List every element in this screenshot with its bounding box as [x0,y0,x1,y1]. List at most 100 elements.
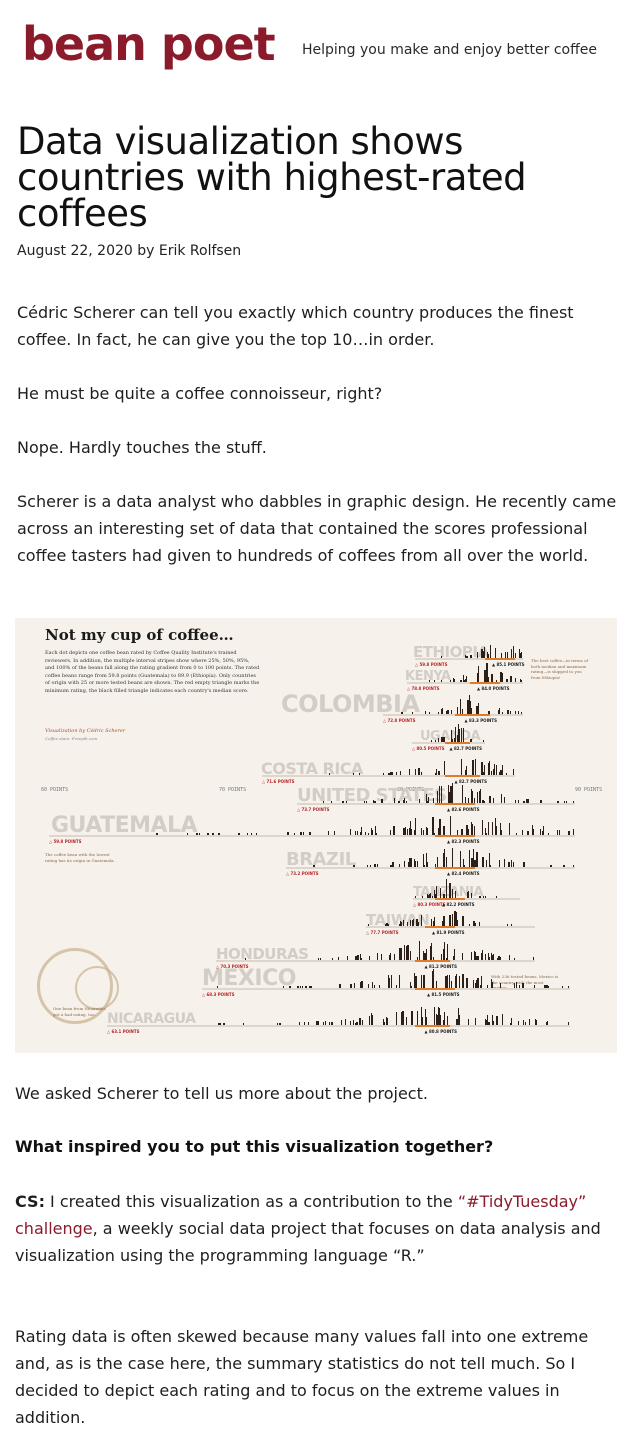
paragraph-last: Rating data is often skewed because many… [15,1327,589,1427]
rating-dot [547,985,550,988]
rating-dot [319,957,322,960]
rating-dot [497,957,499,960]
rating-dot [436,886,438,898]
rating-dot [495,895,497,898]
rating-dot [330,800,333,803]
rating-dot [318,957,320,960]
rating-dot [462,728,465,742]
site-logo[interactable]: bean poet [22,17,276,71]
answer-text-pre: I created this visualization as a contri… [44,1192,458,1211]
rating-dot [435,739,437,742]
rating-dot [350,1021,352,1025]
country-name-brazil: BRAZIL [286,849,356,870]
rating-dot [563,800,566,803]
scale-label-60: 60 POINTS [41,787,69,793]
rating-dot [502,673,504,682]
rating-dot [487,710,489,714]
rating-dot [381,953,383,960]
rating-dot [557,830,559,835]
rating-dot [441,736,443,742]
rating-dot [409,858,411,867]
rating-dot [415,976,417,988]
rating-dot [471,858,473,867]
rating-dots-guatemala [49,811,575,835]
country-name-uganda: UGANDA [420,729,481,744]
rating-dot [454,737,456,742]
rating-dot [373,799,375,803]
rating-dot [446,1015,448,1025]
rating-dot [300,832,302,835]
rating-dot [485,1018,487,1025]
figure-description: Each dot depicts one coffee bean rated b… [45,650,260,694]
answer-speaker: CS: [15,1192,45,1211]
rating-dot [443,952,445,960]
rating-dot [522,982,524,988]
rating-interval-united-states [435,803,475,805]
rating-interval-honduras [415,960,450,962]
rating-dot [432,968,435,988]
rating-dot [491,821,493,835]
rating-dot [489,795,491,803]
rating-dot [385,1016,387,1025]
rating-dot [486,663,488,682]
tidytuesday-link[interactable]: “#TidyTuesday” challenge [15,1192,587,1238]
rating-dot [458,1008,460,1025]
rating-dot [223,1022,225,1025]
rating-dot [385,923,387,926]
rating-dot [432,798,434,803]
rating-dot [434,832,436,835]
rating-dot [453,678,455,682]
rating-dot [466,675,468,682]
rating-dot [243,1022,245,1025]
median-rating-label-nicaragua: ▲ 80.8 POINTS [424,1029,458,1034]
rating-dot [562,864,564,867]
rating-dot [444,761,446,775]
rating-dot [429,711,431,714]
rating-dot [482,856,484,867]
rating-dot [462,915,464,926]
rating-dot [477,977,479,988]
rating-dot [521,711,523,714]
rating-dot [501,652,503,658]
rating-dot [389,771,391,775]
rating-dot [488,822,490,835]
rating-dot [442,852,444,867]
rating-dot [430,946,432,960]
rating-dot [371,1015,374,1025]
rating-interval-guatemala [435,835,475,837]
rating-dot [461,679,463,682]
rating-dot [510,676,512,682]
rating-dot [418,799,420,803]
rating-dot [441,921,443,926]
rating-dot [488,1022,490,1025]
rating-track-kenya [407,682,523,684]
rating-dot [476,851,478,867]
rating-dot [492,981,494,988]
rating-dot [497,1020,499,1025]
rating-dot [340,1019,342,1025]
rating-dot [434,917,436,926]
rating-dot [462,708,464,714]
rating-dot [470,654,472,658]
rating-dot [449,914,451,926]
rating-dot [439,818,441,835]
rating-dot [352,773,354,775]
rating-dot [508,823,511,835]
rating-dot [407,945,409,960]
rating-dot [345,800,347,803]
rating-dots-colombia [383,690,523,714]
rating-dot [372,982,374,988]
rating-dot [375,826,377,835]
rating-dot [568,985,570,988]
rating-dot [357,831,359,835]
rating-dot [462,953,464,960]
rating-dot [437,1007,439,1025]
rating-dot [476,985,478,988]
rating-dot [302,985,304,988]
rating-dots-brazil [286,843,575,867]
rating-dot [500,671,502,682]
rating-dot [490,645,492,658]
rating-dot [449,792,451,803]
rating-dot [349,828,352,835]
rating-dot [441,953,443,960]
